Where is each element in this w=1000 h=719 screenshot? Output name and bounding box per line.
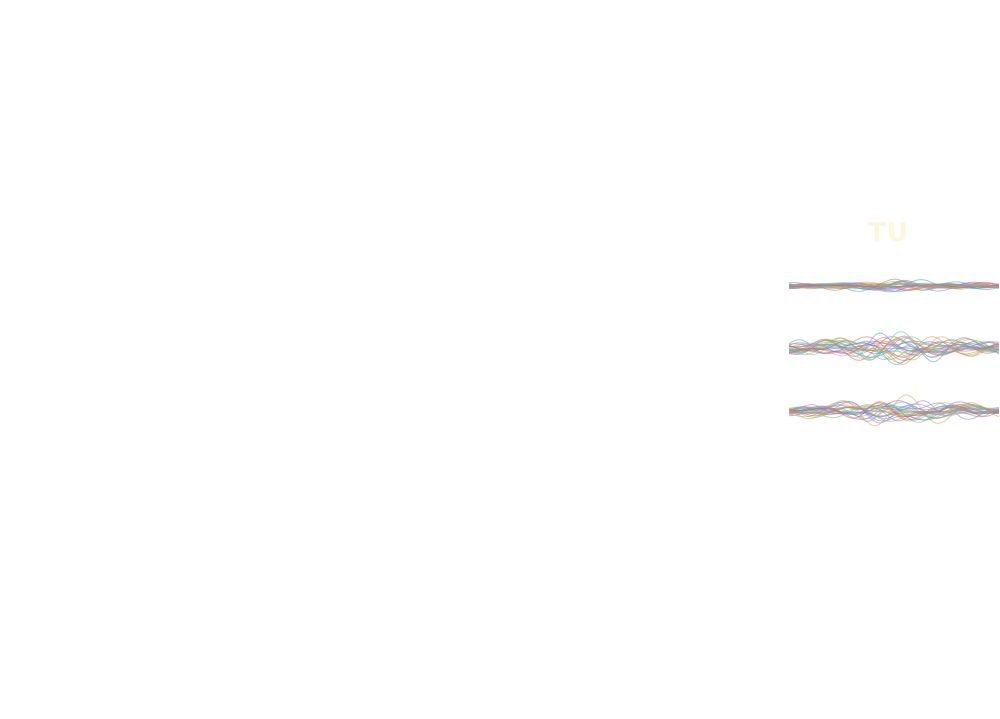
wave-line	[789, 401, 1000, 420]
wave-line	[789, 336, 1000, 361]
wave-line	[789, 404, 1000, 422]
wave-line	[789, 337, 1000, 365]
wave-line	[789, 341, 1000, 356]
wave-line	[789, 405, 1000, 417]
waveform-band-top	[789, 278, 1000, 293]
wave-line	[789, 283, 1000, 290]
waveform-band-middle	[789, 331, 1000, 366]
wave-line	[789, 283, 1000, 288]
wave-line	[789, 340, 1000, 356]
wave-line	[789, 401, 1000, 419]
waveform-band-bottom	[789, 394, 1000, 427]
wave-line	[789, 336, 1000, 361]
wave-line	[789, 339, 999, 356]
faint-watermark-text: TU	[868, 218, 909, 248]
wave-line	[789, 341, 1000, 355]
waveform-illustration	[789, 278, 1000, 427]
wave-line	[789, 405, 1000, 416]
